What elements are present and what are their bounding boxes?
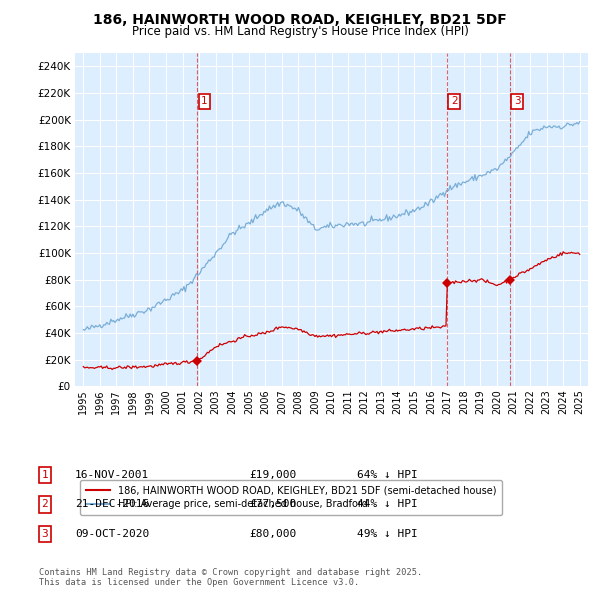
Text: £80,000: £80,000 xyxy=(249,529,296,539)
Text: 1: 1 xyxy=(41,470,49,480)
Text: 186, HAINWORTH WOOD ROAD, KEIGHLEY, BD21 5DF: 186, HAINWORTH WOOD ROAD, KEIGHLEY, BD21… xyxy=(93,13,507,27)
Text: 3: 3 xyxy=(514,96,520,106)
Text: 2: 2 xyxy=(451,96,458,106)
Text: 3: 3 xyxy=(41,529,49,539)
Text: 49% ↓ HPI: 49% ↓ HPI xyxy=(357,529,418,539)
Text: 1: 1 xyxy=(201,96,208,106)
Text: 16-NOV-2001: 16-NOV-2001 xyxy=(75,470,149,480)
Text: 44% ↓ HPI: 44% ↓ HPI xyxy=(357,500,418,509)
Text: 09-OCT-2020: 09-OCT-2020 xyxy=(75,529,149,539)
Text: 2: 2 xyxy=(41,500,49,509)
Text: 21-DEC-2016: 21-DEC-2016 xyxy=(75,500,149,509)
Legend: 186, HAINWORTH WOOD ROAD, KEIGHLEY, BD21 5DF (semi-detached house), HPI: Average: 186, HAINWORTH WOOD ROAD, KEIGHLEY, BD21… xyxy=(80,480,502,515)
Text: 64% ↓ HPI: 64% ↓ HPI xyxy=(357,470,418,480)
Text: £19,000: £19,000 xyxy=(249,470,296,480)
Text: Price paid vs. HM Land Registry's House Price Index (HPI): Price paid vs. HM Land Registry's House … xyxy=(131,25,469,38)
Text: Contains HM Land Registry data © Crown copyright and database right 2025.
This d: Contains HM Land Registry data © Crown c… xyxy=(39,568,422,587)
Text: £77,500: £77,500 xyxy=(249,500,296,509)
